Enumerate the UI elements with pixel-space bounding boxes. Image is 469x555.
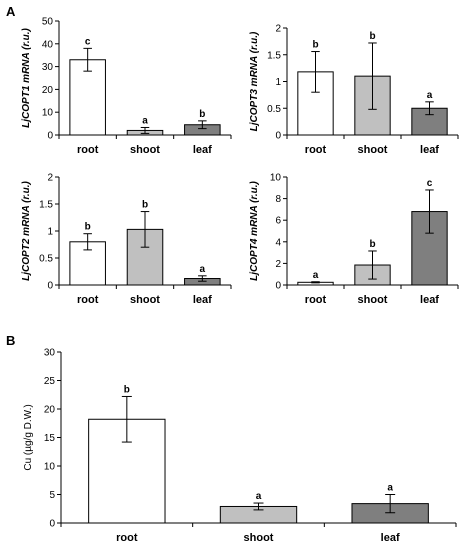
y-tick-label: 5 <box>49 490 55 501</box>
significance-label: c <box>427 178 433 189</box>
y-axis-title: Cu (µg/g D.W.) <box>23 404 34 470</box>
y-axis-title-unit: mRNA (r.u.) <box>249 31 260 89</box>
category-label-root: root <box>305 294 327 306</box>
y-tick-label: 4 <box>275 237 281 248</box>
significance-label: a <box>313 270 319 281</box>
y-tick-label: 2 <box>47 173 53 184</box>
chart-5: 0 5 10 15 20 25 30 b root a shoot a leaf Cu (µg/g D.W… <box>23 348 457 544</box>
y-axis-title-gene: LjCOPT2 <box>21 238 32 281</box>
y-tick-label: 10 <box>270 173 282 184</box>
significance-label: a <box>142 115 148 126</box>
y-axis-title: LjCOPT4 mRNA (r.u.) <box>249 181 260 281</box>
y-tick-label: 0 <box>47 131 53 142</box>
bar-root <box>69 59 106 136</box>
category-label-root: root <box>77 294 99 306</box>
significance-label: a <box>387 483 393 494</box>
y-tick-label: 10 <box>44 462 56 473</box>
significance-label: b <box>369 31 375 42</box>
y-tick-label: 0 <box>275 131 281 142</box>
significance-label: b <box>85 222 91 233</box>
chart-2: 0 0.5 1 1.5 2 b root b shoot a leaf LjCOPT3 mRNA (r… <box>249 24 459 156</box>
chart-4: 0 2 4 6 8 10 a root b shoot c leaf LjCOPT4 mRNA (r.u… <box>249 173 459 306</box>
significance-label: b <box>124 384 130 395</box>
y-axis-title-unit: mRNA (r.u.) <box>21 181 32 239</box>
y-tick-label: 0.5 <box>267 104 281 115</box>
y-axis-title: LjCOPT1 mRNA (r.u.) <box>21 28 32 128</box>
y-tick-label: 1.5 <box>39 200 53 211</box>
chart-3: 0 0.5 1 1.5 2 b root b shoot a leaf LjCOPT2 mRNA (r… <box>21 173 232 306</box>
y-axis-title-gene: LjCOPT4 <box>249 238 260 281</box>
significance-label: a <box>256 491 262 502</box>
category-label-shoot: shoot <box>130 294 160 306</box>
y-tick-label: 20 <box>42 85 54 96</box>
y-tick-label: 25 <box>44 376 56 387</box>
y-tick-label: 0 <box>275 281 281 292</box>
category-label-leaf: leaf <box>193 294 212 306</box>
significance-label: c <box>85 36 91 47</box>
y-axis-title-unit: mRNA (r.u.) <box>21 28 32 86</box>
significance-label: b <box>142 200 148 211</box>
y-tick-label: 1 <box>275 77 281 88</box>
category-label-shoot: shoot <box>130 144 160 156</box>
y-tick-label: 30 <box>42 62 54 73</box>
category-label-root: root <box>116 532 138 544</box>
significance-label: b <box>312 40 318 51</box>
y-tick-label: 0 <box>47 281 53 292</box>
y-axis-title: LjCOPT2 mRNA (r.u.) <box>21 181 32 281</box>
y-tick-label: 6 <box>275 216 281 227</box>
significance-label: b <box>369 239 375 250</box>
significance-label: a <box>427 90 433 101</box>
category-label-shoot: shoot <box>358 144 388 156</box>
y-tick-label: 15 <box>44 433 56 444</box>
y-tick-label: 50 <box>42 17 54 28</box>
significance-label: b <box>199 109 205 120</box>
category-label-shoot: shoot <box>244 532 274 544</box>
category-label-leaf: leaf <box>381 532 400 544</box>
y-axis-title-unit: mRNA (r.u.) <box>249 181 260 239</box>
y-axis-title-gene: LjCOPT1 <box>21 85 32 128</box>
y-tick-label: 8 <box>275 194 281 205</box>
panel-label-a: A <box>6 4 16 19</box>
category-label-root: root <box>305 144 327 156</box>
y-tick-label: 1 <box>47 227 53 238</box>
y-tick-label: 10 <box>42 108 54 119</box>
category-label-leaf: leaf <box>420 294 439 306</box>
y-tick-label: 0 <box>49 519 55 530</box>
category-label-leaf: leaf <box>420 144 439 156</box>
category-label-shoot: shoot <box>358 294 388 306</box>
category-label-root: root <box>77 144 99 156</box>
y-tick-label: 1.5 <box>267 50 281 61</box>
category-label-leaf: leaf <box>193 144 212 156</box>
y-tick-label: 2 <box>275 24 281 35</box>
panel-label-b: B <box>6 333 15 348</box>
y-tick-label: 30 <box>44 348 56 359</box>
y-tick-label: 2 <box>275 259 281 270</box>
y-axis-title: LjCOPT3 mRNA (r.u.) <box>249 31 260 131</box>
y-axis-title-gene: LjCOPT3 <box>249 89 260 132</box>
chart-1: 0 10 20 30 40 50 c root a shoot b leaf LjCOPT1 mRNA … <box>21 17 232 156</box>
significance-label: a <box>200 264 206 275</box>
y-tick-label: 20 <box>44 405 56 416</box>
y-tick-label: 0.5 <box>39 254 53 265</box>
y-tick-label: 40 <box>42 39 54 50</box>
